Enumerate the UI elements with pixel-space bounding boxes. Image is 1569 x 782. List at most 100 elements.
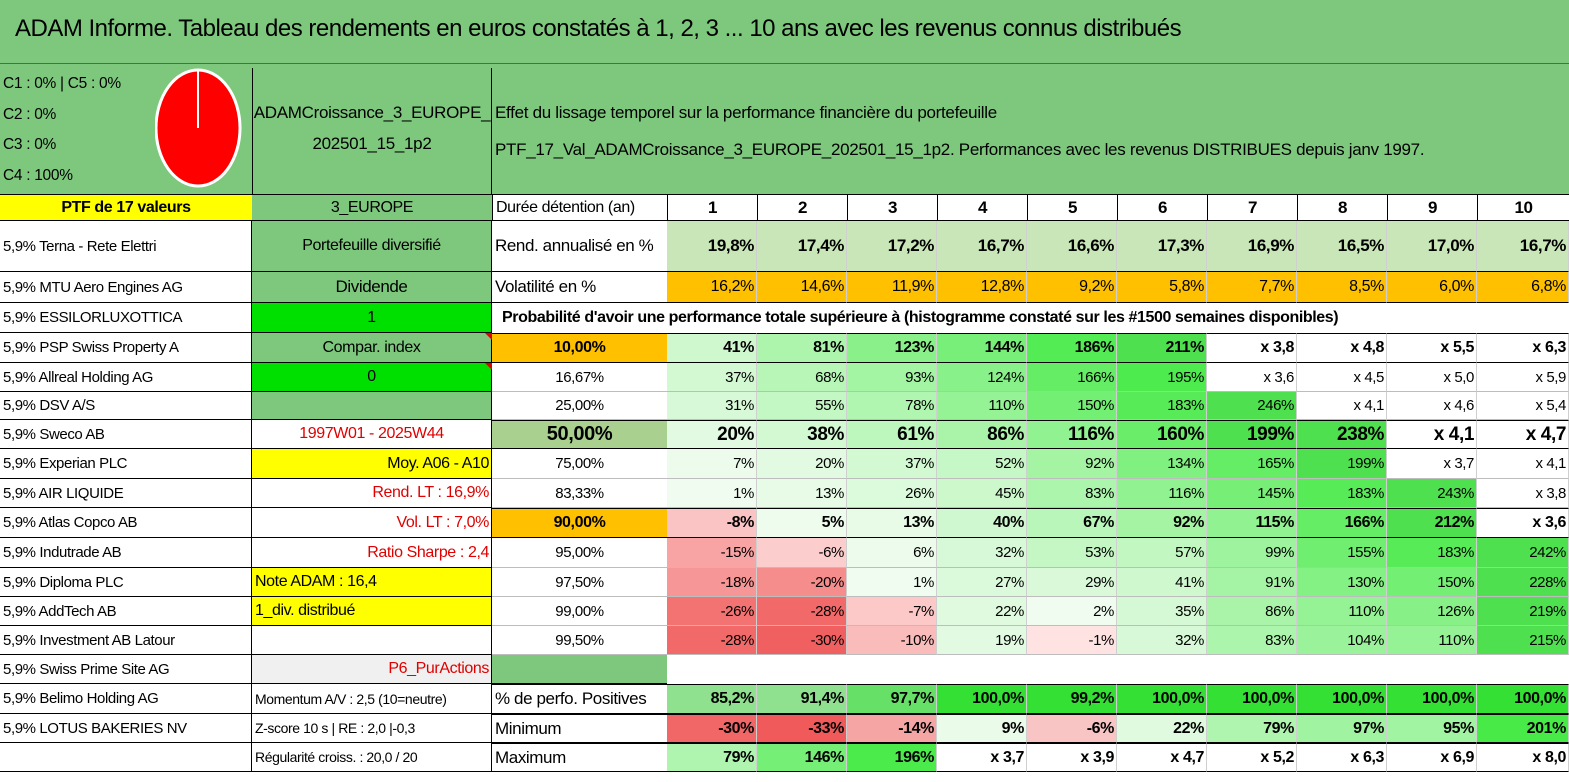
rend-year-3: 17,2% [847,221,937,272]
pos-year-4: 100,0% [937,684,1027,714]
year-9: 9 [1387,194,1477,221]
prob-4-year-6: 160% [1117,420,1207,449]
prob-3-year-3: 78% [847,392,937,420]
max-year-4: x 3,7 [937,743,1027,772]
prob-8-year-6: 57% [1117,538,1207,568]
alloc-c4: C4 : 100% [3,167,73,184]
prob-5-year-10: x 4,1 [1477,449,1569,479]
holding-row-16: 5,9% Belimo Holding AG [0,684,252,714]
info-empty [252,392,492,420]
min-label: Minimum [492,714,667,743]
info-rend-lt: Rend. LT : 16,9% [252,479,492,508]
vol-year-8: 8,5% [1297,272,1387,303]
prob-5-year-8: 199% [1297,449,1387,479]
prob-2-year-9: x 5,0 [1387,363,1477,392]
max-year-9: x 6,9 [1387,743,1477,772]
holding-row-3: 5,9% ESSILORLUXOTTICA [0,303,252,333]
prob-7-year-3: 13% [847,508,937,538]
pos-year-1: 85,2% [667,684,757,714]
vol-label: Volatilité en % [492,272,667,303]
info-p6: P6_PurActions [252,655,492,684]
vol-year-2: 14,6% [757,272,847,303]
comment-marker [485,333,492,340]
vol-year-10: 6,8% [1477,272,1569,303]
info-note: Note ADAM : 16,4 [252,568,492,597]
info-compar-flag: 0 [252,363,492,392]
info-momentum: Momentum A/V : 2,5 (10=neutre) [252,684,492,714]
rend-year-10: 16,7% [1477,221,1569,272]
portfolio-name-frame [252,68,492,194]
prob-9-year-10: 228% [1477,568,1569,597]
alloc-c1-c5: C1 : 0% | C5 : 0% [3,75,121,92]
prob-6-year-4: 45% [937,479,1027,508]
ptf-count: PTF de 17 valeurs [0,194,252,221]
prob-8-year-4: 32% [937,538,1027,568]
prob-8-year-2: -6% [757,538,847,568]
prob-level-4: 50,00% [492,420,667,449]
prob-8-year-7: 99% [1207,538,1297,568]
prob-5-year-7: 165% [1207,449,1297,479]
prob-9-year-8: 130% [1297,568,1387,597]
prob-6-year-10: x 3,8 [1477,479,1569,508]
pos-year-2: 91,4% [757,684,847,714]
prob-10-year-2: -28% [757,597,847,626]
prob-6-year-8: 183% [1297,479,1387,508]
prob-11-year-10: 215% [1477,626,1569,655]
holding-row-17: 5,9% LOTUS BAKERIES NV [0,714,252,743]
info-moy: Moy. A06 - A10 [252,449,492,479]
rend-label: Rend. annualisé en % [492,221,667,272]
info-empty-2 [252,626,492,655]
pos-year-5: 99,2% [1027,684,1117,714]
holding-row-15: 5,9% Swiss Prime Site AG [0,655,252,684]
prob-2-year-2: 68% [757,363,847,392]
prob-2-year-8: x 4,5 [1297,363,1387,392]
max-year-6: x 4,7 [1117,743,1207,772]
allocation-pie [155,68,242,188]
vol-year-3: 11,9% [847,272,937,303]
prob-level-6: 83,33% [492,479,667,508]
holding-row-11: 5,9% Indutrade AB [0,538,252,568]
vol-year-7: 7,7% [1207,272,1297,303]
prob-2-year-1: 37% [667,363,757,392]
min-year-5: -6% [1027,714,1117,743]
max-year-10: x 8,0 [1477,743,1569,772]
prob-8-year-8: 155% [1297,538,1387,568]
vol-year-5: 9,2% [1027,272,1117,303]
prob-11-year-8: 104% [1297,626,1387,655]
prob-2-year-10: x 5,9 [1477,363,1569,392]
prob-10-year-9: 126% [1387,597,1477,626]
prob-6-year-1: 1% [667,479,757,508]
prob-3-year-4: 110% [937,392,1027,420]
prob-11-year-2: -30% [757,626,847,655]
prob-3-year-6: 183% [1117,392,1207,420]
prob-5-year-5: 92% [1027,449,1117,479]
prob-11-year-3: -10% [847,626,937,655]
min-year-2: -33% [757,714,847,743]
prob-7-year-9: 212% [1387,508,1477,538]
prob-3-year-2: 55% [757,392,847,420]
prob-10-year-10: 219% [1477,597,1569,626]
info-dividend: Dividende [252,272,492,303]
prob-10-year-7: 86% [1207,597,1297,626]
region-label: 3_EUROPE [252,194,492,221]
prob-9-year-9: 150% [1387,568,1477,597]
pos-year-9: 100,0% [1387,684,1477,714]
prob-10-year-3: -7% [847,597,937,626]
prob-9-year-5: 29% [1027,568,1117,597]
rend-year-4: 16,7% [937,221,1027,272]
info-vol-lt: Vol. LT : 7,0% [252,508,492,538]
prob-3-year-10: x 5,4 [1477,392,1569,420]
prob-9-year-3: 1% [847,568,937,597]
prob-8-year-10: 242% [1477,538,1569,568]
holding-row-18 [0,743,252,772]
prob-6-year-3: 26% [847,479,937,508]
holding-row-4: 5,9% PSP Swiss Property A [0,333,252,363]
prob-6-year-7: 145% [1207,479,1297,508]
pos-year-3: 97,7% [847,684,937,714]
min-year-7: 79% [1207,714,1297,743]
prob-7-year-1: -8% [667,508,757,538]
year-10: 10 [1477,194,1569,221]
min-year-8: 97% [1297,714,1387,743]
prob-6-year-6: 116% [1117,479,1207,508]
holding-row-1: 5,9% Terna - Rete Elettri [0,221,252,272]
